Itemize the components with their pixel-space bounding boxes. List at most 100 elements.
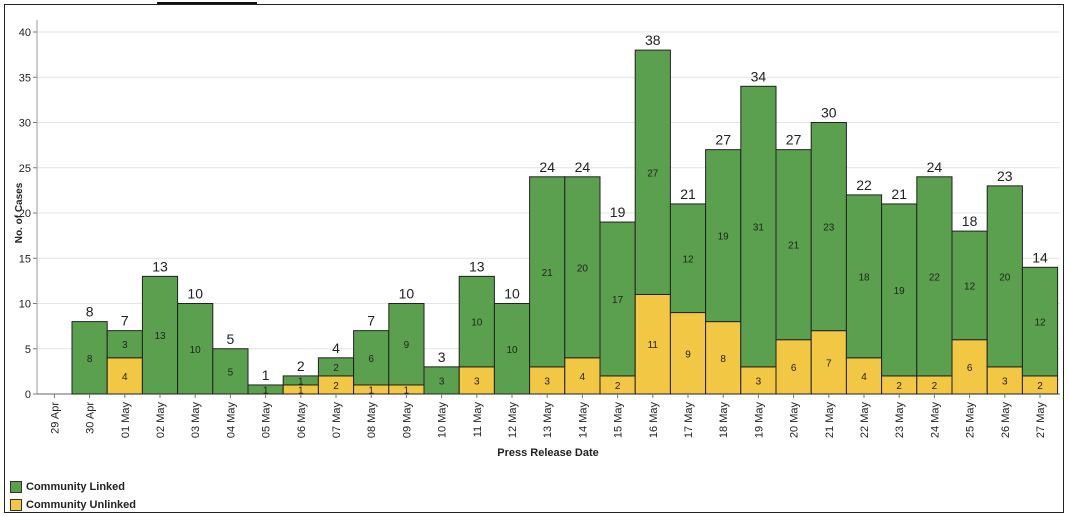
total-label: 5 — [227, 331, 235, 347]
x-tick-label: 29 Apr — [49, 402, 61, 434]
bar-segment-community-linked[interactable] — [423, 366, 460, 395]
total-label: 1 — [262, 367, 270, 383]
x-tick-label: 05 May — [261, 402, 273, 439]
segment-label-unlinked: 9 — [685, 349, 691, 360]
bar-segment-community-unlinked[interactable] — [775, 339, 812, 395]
total-label: 10 — [187, 286, 203, 302]
bar-segment-community-linked[interactable] — [141, 275, 179, 395]
bar-segment-community-unlinked[interactable] — [458, 366, 495, 395]
total-label: 34 — [751, 68, 767, 84]
total-label: 27 — [715, 132, 731, 148]
segment-label-linked: 10 — [506, 345, 518, 356]
x-tick-label: 18 May — [718, 402, 730, 439]
total-label: 7 — [121, 313, 129, 329]
x-tick-label: 27 May — [1035, 402, 1047, 439]
segment-label-linked: 3 — [122, 340, 128, 351]
segment-label-unlinked: 8 — [720, 354, 726, 365]
bar-segment-community-linked[interactable] — [986, 185, 1023, 368]
x-tick-label: 20 May — [789, 402, 801, 439]
total-label: 22 — [856, 177, 872, 193]
bar-segment-community-linked[interactable] — [388, 303, 425, 386]
segment-label-linked: 12 — [964, 281, 976, 292]
legend-swatch-community-unlinked — [10, 499, 22, 511]
y-axis-title: No. of Cases — [14, 182, 25, 243]
bar-segment-community-linked[interactable] — [564, 176, 601, 359]
x-tick-label: 19 May — [753, 402, 765, 439]
segment-label-unlinked: 2 — [896, 381, 902, 392]
total-label: 14 — [1032, 249, 1048, 265]
segment-label-linked: 8 — [87, 354, 93, 365]
segment-label-unlinked: 1 — [404, 385, 410, 396]
segment-label-unlinked: 3 — [544, 376, 550, 387]
total-label: 24 — [927, 159, 943, 175]
segment-label-linked: 21 — [788, 241, 800, 252]
segment-label-linked: 31 — [753, 223, 765, 234]
legend-item-community-unlinked[interactable]: Community Unlinked — [10, 497, 136, 513]
x-tick-label: 04 May — [225, 402, 237, 439]
bar-segment-community-unlinked[interactable] — [810, 330, 847, 395]
x-tick-label: 24 May — [929, 402, 941, 439]
segment-label-linked: 20 — [577, 263, 589, 274]
total-label: 18 — [962, 213, 978, 229]
y-tick-label: 0 — [25, 389, 31, 401]
x-tick-label: 02 May — [155, 402, 167, 439]
segment-label-unlinked: 3 — [474, 376, 480, 387]
bar-segment-community-linked[interactable] — [353, 330, 390, 386]
segment-label-linked: 1 — [298, 376, 304, 387]
segment-label-linked: 6 — [368, 354, 374, 365]
segment-label-unlinked: 2 — [333, 381, 339, 392]
bar-segment-community-linked[interactable] — [599, 221, 636, 377]
x-tick-label: 01 May — [120, 402, 132, 439]
bar-segment-community-linked[interactable] — [634, 49, 671, 295]
legend-swatch-community-linked — [10, 481, 22, 493]
x-tick-label: 10 May — [437, 402, 449, 439]
segment-label-linked: 19 — [718, 232, 730, 243]
segment-label-unlinked: 3 — [756, 376, 762, 387]
y-tick-label: 20 — [19, 208, 31, 220]
bar-segment-community-linked[interactable] — [177, 303, 214, 395]
segment-label-linked: 21 — [542, 268, 554, 279]
bar-segment-community-linked[interactable] — [669, 203, 707, 314]
bar-segment-community-linked[interactable] — [1021, 266, 1059, 377]
segment-label-linked: 10 — [471, 318, 483, 329]
y-tick-label: 30 — [19, 118, 31, 130]
bar-segment-community-linked[interactable] — [106, 330, 143, 359]
bar-segment-community-linked[interactable] — [951, 230, 988, 341]
x-tick-label: 07 May — [331, 402, 343, 439]
bar-segment-community-unlinked[interactable] — [564, 357, 601, 395]
segment-label-linked: 17 — [612, 295, 624, 306]
segment-label-linked: 12 — [682, 254, 694, 265]
x-tick-label: 11 May — [472, 402, 484, 438]
x-tick-label: 17 May — [683, 402, 695, 439]
segment-label-unlinked: 4 — [861, 372, 867, 383]
bar-segment-community-linked[interactable] — [810, 122, 847, 332]
segment-label-unlinked: 6 — [791, 363, 797, 374]
segment-label-linked: 12 — [1034, 318, 1046, 329]
segment-label-unlinked: 4 — [580, 372, 586, 383]
bar-segment-community-linked[interactable] — [705, 149, 742, 323]
x-tick-label: 23 May — [894, 402, 906, 439]
x-tick-label: 08 May — [366, 402, 378, 439]
total-label: 23 — [997, 168, 1013, 184]
segment-label-linked: 18 — [858, 272, 870, 283]
x-tick-label: 30 Apr — [85, 402, 97, 434]
total-label: 19 — [610, 204, 626, 220]
total-label: 2 — [297, 358, 305, 374]
bar-segment-community-linked[interactable] — [845, 194, 883, 359]
x-tick-label: 09 May — [401, 402, 413, 439]
bar-segment-community-linked[interactable] — [529, 176, 566, 368]
legend-item-community-linked[interactable]: Community Linked — [10, 479, 136, 495]
bar-segment-community-linked[interactable] — [775, 149, 812, 341]
y-tick-label: 25 — [19, 163, 31, 175]
total-label: 4 — [332, 340, 340, 356]
segment-label-linked: 23 — [823, 223, 835, 234]
total-label: 27 — [786, 132, 802, 148]
bar-segment-community-unlinked[interactable] — [705, 321, 742, 395]
legend: Community Linked Community Unlinked — [10, 479, 136, 515]
segment-label-unlinked: 6 — [967, 363, 973, 374]
top-underline — [157, 2, 257, 4]
bar-segment-community-linked[interactable] — [916, 176, 953, 377]
total-label: 21 — [891, 186, 907, 202]
bar-segment-community-linked[interactable] — [493, 303, 531, 395]
total-label: 38 — [645, 32, 661, 48]
